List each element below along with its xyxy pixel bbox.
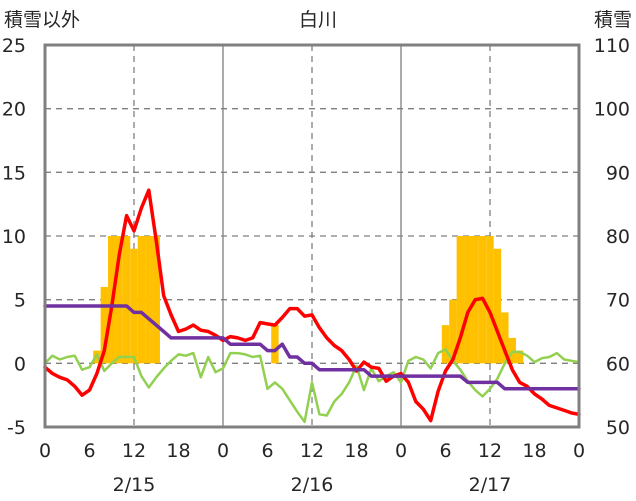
bar-mark (464, 236, 472, 364)
x-tick-label: 18 (344, 440, 368, 462)
y-right-tick-label: 80 (606, 226, 630, 248)
y-axis-right-label: 積雪 (594, 9, 632, 31)
x-tick-label: 6 (83, 440, 95, 462)
x-tick-label: 0 (573, 440, 585, 462)
bar-mark (449, 299, 457, 364)
red-series-line (43, 188, 581, 423)
bar-mark (130, 248, 138, 364)
y-axis-left-ticks: -5 0 5 10 15 20 25 (2, 35, 26, 439)
green-series-line (43, 348, 581, 424)
bar-mark (486, 236, 494, 364)
x-axis-ticks: 0 6 12 18 0 6 12 18 0 6 12 18 0 (39, 440, 585, 462)
bar-mark (515, 350, 524, 364)
x-tick-label: 0 (395, 440, 407, 462)
y-right-tick-label: 110 (594, 35, 630, 57)
bar-mark (456, 236, 465, 364)
y-right-tick-label: 70 (606, 290, 630, 312)
x-tick-label: 6 (261, 440, 273, 462)
y-right-tick-label: 50 (606, 417, 630, 439)
y-left-tick-label: 25 (2, 35, 26, 57)
y-right-tick-label: 60 (606, 353, 630, 375)
x-tick-label: 0 (39, 440, 51, 462)
bar-mark (137, 236, 146, 364)
y-left-tick-label: 10 (2, 226, 26, 248)
day-label: 2/15 (113, 474, 156, 496)
x-tick-label: 18 (522, 440, 546, 462)
y-left-tick-label: 5 (14, 290, 26, 312)
y-axis-right-ticks: 50 60 70 80 90 100 110 (594, 35, 630, 439)
line-series (43, 188, 581, 424)
plot-frame (43, 43, 581, 429)
x-axis-day-labels: 2/15 2/16 2/17 (113, 474, 512, 496)
bar-mark (501, 312, 509, 364)
purple-series-line (43, 304, 581, 391)
x-tick-label: 6 (439, 440, 451, 462)
y-right-tick-label: 90 (606, 162, 630, 184)
bar-mark (100, 286, 109, 364)
bar-mark (115, 236, 123, 364)
x-tick-label: 12 (300, 440, 324, 462)
bar-mark (145, 236, 153, 364)
y-left-tick-label: -5 (7, 417, 26, 439)
x-tick-label: 18 (166, 440, 190, 462)
y-left-tick-label: 15 (2, 162, 26, 184)
x-tick-label: 0 (217, 440, 229, 462)
day-label: 2/17 (469, 474, 512, 496)
bar-mark (152, 236, 160, 364)
y-left-tick-label: 20 (2, 99, 26, 121)
y-right-tick-label: 100 (594, 99, 630, 121)
bar-mark (508, 337, 516, 364)
day-label: 2/16 (291, 474, 334, 496)
chart-title: 白川 (299, 9, 337, 31)
bar-mark (493, 248, 502, 364)
bar-mark (122, 236, 131, 364)
y-axis-left-label: 積雪以外 (4, 9, 80, 31)
x-tick-label: 12 (478, 440, 502, 462)
bar-mark (441, 325, 450, 364)
bar-mark (271, 325, 279, 364)
y-left-tick-label: 0 (14, 353, 26, 375)
x-tick-label: 12 (122, 440, 146, 462)
